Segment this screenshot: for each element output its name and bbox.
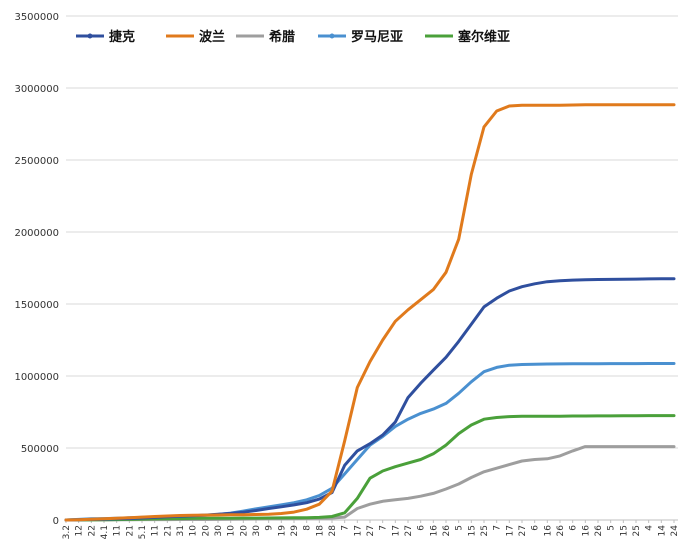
x-tick-label: 21 xyxy=(125,525,135,536)
legend-label: 希腊 xyxy=(269,29,295,45)
x-tick-label: 10 xyxy=(227,525,237,537)
y-tick-label: 0 xyxy=(53,516,59,527)
x-tick-label: 6 xyxy=(569,525,579,531)
x-tick-label: 7 xyxy=(379,525,389,531)
legend-marker xyxy=(87,33,93,39)
legend-label: 塞尔维亚 xyxy=(458,29,510,45)
x-tick-label: 3.2 xyxy=(62,525,72,539)
legend-label: 捷克 xyxy=(109,29,135,45)
x-tick-label: 9 xyxy=(265,525,275,531)
series-line-3 xyxy=(64,445,676,522)
x-tick-label: 19 xyxy=(277,525,287,537)
x-tick-label: 16 xyxy=(581,525,591,537)
x-tick-label: 26 xyxy=(594,525,604,537)
x-tick-label: 4.1 xyxy=(100,525,110,539)
x-tick-label: 27 xyxy=(366,525,376,536)
x-tick-label: 11 xyxy=(113,525,123,536)
x-tick-label: 7 xyxy=(341,525,351,531)
x-tick-label: 24 xyxy=(670,525,680,537)
y-tick-label: 1500000 xyxy=(14,300,59,311)
x-tick-label: 26 xyxy=(442,525,452,537)
x-tick-label: 11 xyxy=(151,525,161,536)
x-tick-label: 18 xyxy=(315,525,325,537)
x-tick-label: 14 xyxy=(657,525,667,537)
legend-marker xyxy=(329,33,335,39)
x-tick-label: 5.1 xyxy=(138,525,148,539)
series-line-4 xyxy=(64,362,676,522)
series-line-5 xyxy=(64,414,676,522)
series-line-2 xyxy=(64,103,676,522)
x-tick-label: 5 xyxy=(607,525,617,531)
series-line-1 xyxy=(64,277,676,522)
y-tick-label: 500000 xyxy=(21,444,59,455)
x-tick-label: 17 xyxy=(353,525,363,536)
x-tick-label: 20 xyxy=(239,525,249,537)
x-tick-label: 22 xyxy=(87,525,97,536)
x-tick-label: 15 xyxy=(619,525,629,536)
x-tick-label: 29 xyxy=(290,525,300,537)
x-tick-label: 6 xyxy=(417,525,427,531)
x-tick-label: 27 xyxy=(518,525,528,536)
x-tick-label: 17 xyxy=(391,525,401,536)
x-tick-label: 30 xyxy=(252,525,262,537)
x-tick-label: 12 xyxy=(75,525,85,536)
x-tick-label: 26 xyxy=(556,525,566,537)
x-tick-label: 10 xyxy=(189,525,199,537)
x-tick-label: 16 xyxy=(429,525,439,537)
legend-label: 罗马尼亚 xyxy=(351,30,403,45)
x-tick-label: 4 xyxy=(645,525,655,531)
x-tick-label: 7 xyxy=(493,525,503,531)
x-tick-label: 25 xyxy=(480,525,490,536)
x-tick-label: 30 xyxy=(214,525,224,537)
x-tick-label: 25 xyxy=(632,525,642,536)
y-tick-label: 3500000 xyxy=(14,12,59,23)
x-tick-label: 31 xyxy=(176,525,186,536)
y-tick-label: 2000000 xyxy=(14,228,59,239)
x-tick-label: 6 xyxy=(531,525,541,531)
y-tick-label: 1000000 xyxy=(14,372,59,383)
x-tick-label: 16 xyxy=(543,525,553,537)
legend-label: 波兰 xyxy=(199,29,225,45)
x-tick-label: 8 xyxy=(303,525,313,531)
x-tick-label: 28 xyxy=(328,525,338,537)
y-tick-label: 2500000 xyxy=(14,156,59,167)
x-tick-label: 17 xyxy=(505,525,515,536)
x-tick-label: 15 xyxy=(467,525,477,536)
x-tick-label: 27 xyxy=(404,525,414,536)
x-tick-label: 21 xyxy=(163,525,173,536)
y-tick-label: 3000000 xyxy=(14,84,59,95)
x-tick-label: 5 xyxy=(455,525,465,531)
x-tick-label: 20 xyxy=(201,525,211,537)
